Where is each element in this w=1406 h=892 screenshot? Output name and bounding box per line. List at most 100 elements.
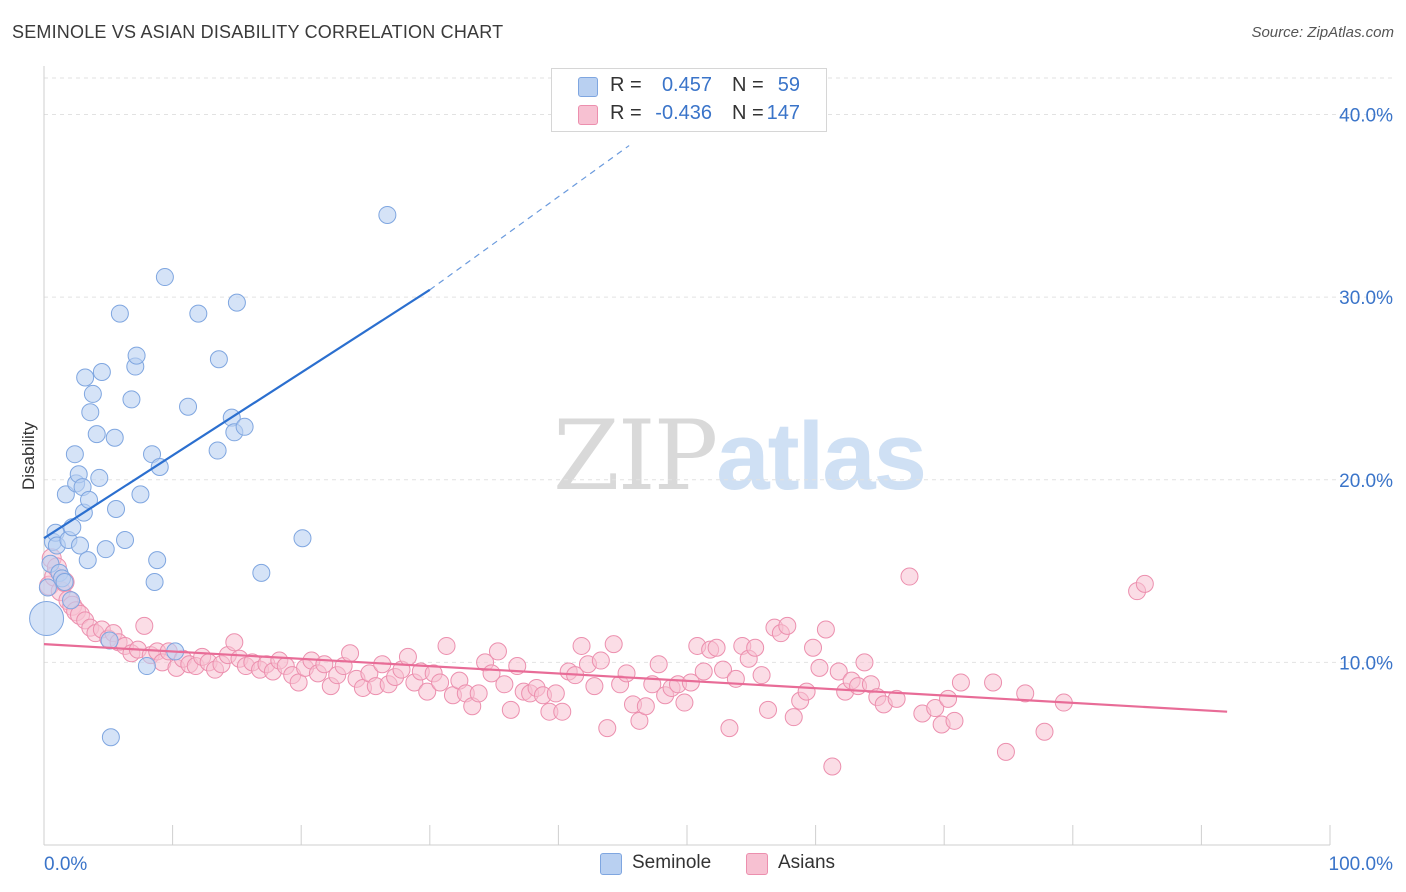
seminole-point xyxy=(76,368,95,387)
chart-title: SEMINOLE VS ASIAN DISABILITY CORRELATION… xyxy=(12,22,504,42)
asians-point xyxy=(720,719,739,738)
legend-swatch-seminole xyxy=(600,853,622,875)
asians-point xyxy=(784,708,803,727)
seminole-point xyxy=(71,536,90,555)
asians-point xyxy=(488,642,507,661)
seminole-point xyxy=(189,304,208,323)
asians-point xyxy=(829,662,848,681)
watermark: ZIPatlas xyxy=(553,400,927,512)
asians-point xyxy=(437,636,456,655)
seminole-point xyxy=(62,591,81,610)
asians-trend-line xyxy=(43,643,1228,713)
asians-point xyxy=(341,644,360,663)
seminole-point xyxy=(116,531,135,550)
asians-point xyxy=(752,666,771,685)
asians-point xyxy=(553,702,572,721)
seminole-point xyxy=(56,485,75,504)
y-tick-label: 40.0% xyxy=(1339,106,1393,127)
asians-point xyxy=(617,664,636,683)
asians-point xyxy=(591,651,610,670)
asians-point xyxy=(996,742,1015,761)
asians-point xyxy=(778,616,797,635)
seminole-point xyxy=(105,428,124,447)
asians-point xyxy=(675,693,694,712)
legend-row-seminole: R = 0.457 N = 59 xyxy=(552,73,826,101)
seminole-point xyxy=(235,417,254,436)
seminole-point xyxy=(101,728,120,747)
asians-point xyxy=(469,684,488,703)
asians-point xyxy=(225,633,244,652)
asians-point xyxy=(1135,574,1154,593)
seminole-point xyxy=(208,441,227,460)
watermark-atlas: atlas xyxy=(716,403,927,510)
seminole-point xyxy=(65,445,84,464)
asians-point xyxy=(707,638,726,657)
legend-n-label: N = xyxy=(732,102,764,124)
seminole-point xyxy=(131,485,150,504)
legend-label-seminole: Seminole xyxy=(632,852,712,873)
asians-point xyxy=(546,684,565,703)
asians-point xyxy=(810,658,829,677)
asians-point xyxy=(418,682,437,701)
x-tick-label: 100.0% xyxy=(1329,854,1394,875)
seminole-point xyxy=(90,468,109,487)
asians-point xyxy=(714,660,733,679)
asians-point xyxy=(759,700,778,719)
asians-point xyxy=(495,675,514,694)
y-axis-label: Disability xyxy=(19,421,38,490)
seminole-point xyxy=(100,631,119,650)
asians-point xyxy=(598,719,617,738)
legend-n-value-asians: 147 xyxy=(766,102,800,124)
asians-point xyxy=(572,636,591,655)
asians-point xyxy=(797,682,816,701)
asians-point xyxy=(939,689,958,708)
legend-n-label: N = xyxy=(732,74,764,96)
asians-point xyxy=(1016,684,1035,703)
seminole-trend-line xyxy=(43,288,431,540)
seminole-point xyxy=(83,384,102,403)
asians-point xyxy=(984,673,1003,692)
seminole-point xyxy=(378,205,397,224)
legend-swatch-seminole xyxy=(578,77,598,97)
seminole-point xyxy=(148,551,167,570)
asians-point xyxy=(649,655,668,674)
source-label: Source: ZipAtlas.com xyxy=(1251,24,1394,41)
legend-swatch-asians xyxy=(578,105,598,125)
legend-r-label: R = xyxy=(610,74,642,96)
seminole-point xyxy=(38,578,57,597)
asians-point xyxy=(604,635,623,654)
asians-point xyxy=(398,647,417,666)
asians-point xyxy=(887,689,906,708)
asians-point xyxy=(855,653,874,672)
asians-point xyxy=(501,700,520,719)
legend-r-label: R = xyxy=(610,102,642,124)
asians-point xyxy=(694,662,713,681)
asians-point xyxy=(945,711,964,730)
seminole-point xyxy=(122,390,141,409)
seminole-point xyxy=(110,304,129,323)
seminole-point xyxy=(127,346,146,365)
seminole-point xyxy=(145,573,164,592)
legend-label-asians: Asians xyxy=(778,852,836,873)
asians-point xyxy=(431,673,450,692)
legend-n-value-seminole: 59 xyxy=(777,74,800,96)
asians-point xyxy=(816,620,835,639)
seminole-point xyxy=(29,601,65,637)
seminole-point xyxy=(55,573,74,592)
seminole-point xyxy=(81,403,100,422)
watermark-zip: ZIP xyxy=(553,400,718,512)
asians-point xyxy=(135,616,154,635)
legend-r-value-asians: -0.436 xyxy=(655,102,712,124)
seminole-point xyxy=(96,540,115,559)
asians-point xyxy=(746,638,765,657)
legend-swatch-asians xyxy=(746,853,768,875)
seminole-point xyxy=(107,499,126,518)
seminole-point xyxy=(92,363,111,382)
seminole-point xyxy=(78,551,97,570)
asians-point xyxy=(823,757,842,776)
asians-point xyxy=(926,699,945,718)
y-tick-label: 10.0% xyxy=(1339,653,1393,674)
seminole-point xyxy=(87,425,106,444)
seminole-point xyxy=(155,268,174,287)
